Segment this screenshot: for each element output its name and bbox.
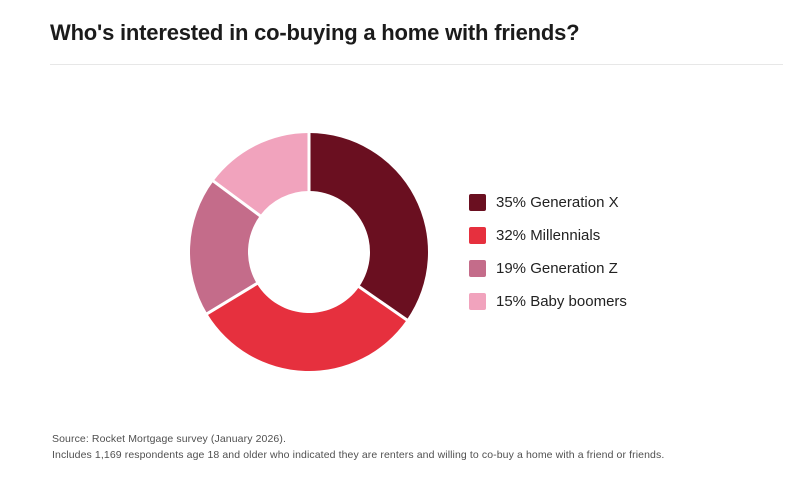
legend-row-generation-z: 19% Generation Z [469,260,627,277]
source-line: Source: Rocket Mortgage survey (January … [52,433,286,445]
legend-row-generation-x: 35% Generation X [469,194,627,211]
segment-separator [204,281,260,316]
legend-label: 35% Generation X [496,194,619,211]
chart-legend: 35% Generation X 32% Millennials 19% Gen… [469,194,627,326]
legend-swatch [469,260,486,277]
methodology-line: Includes 1,169 respondents age 18 and ol… [52,448,665,461]
legend-swatch [469,194,486,211]
donut-segment-millennials [207,283,407,371]
legend-label: 15% Baby boomers [496,293,627,310]
segment-separator [356,284,410,323]
legend-row-baby-boomers: 15% Baby boomers [469,293,627,310]
source-note: Source: Rocket Mortgage survey (January … [52,432,772,463]
legend-label: 32% Millennials [496,227,601,244]
donut-segment-generation-x [309,133,429,320]
donut-segment-generation-z [190,181,260,314]
legend-swatch [469,293,486,310]
segment-separator [210,178,263,219]
legend-swatch [469,227,486,244]
donut-chart [179,122,439,382]
legend-row-millennials: 32% Millennials [469,227,627,244]
donut-segment-baby-boomers [213,133,309,216]
page-title: Who's interested in co-buying a home wit… [50,20,580,45]
title-divider [50,64,783,65]
donut-chart-svg [190,131,429,371]
legend-label: 19% Generation Z [496,260,618,277]
